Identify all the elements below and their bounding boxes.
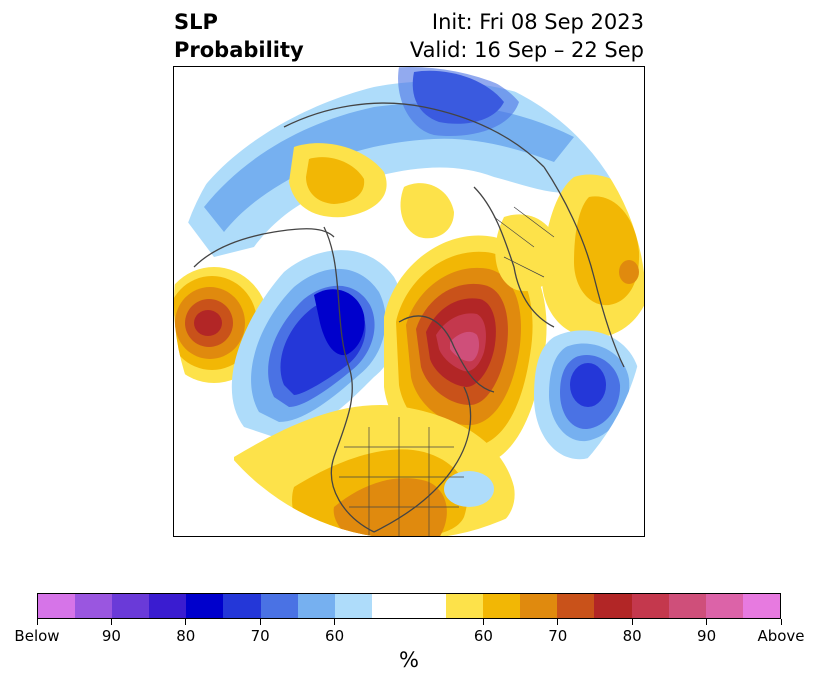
colorbar-tick — [706, 619, 708, 625]
colorbar-swatch — [742, 594, 780, 618]
map-title: SLP Probability — [174, 8, 304, 64]
colorbar-tick — [334, 619, 336, 625]
colorbar-tick-label: 80 — [176, 627, 196, 645]
polar-map — [173, 66, 645, 537]
colorbar-swatch — [557, 594, 595, 618]
colorbar-swatch — [223, 594, 261, 618]
north-blue-band-inner — [204, 103, 574, 232]
colorbar-tick — [110, 619, 112, 625]
colorbar-tick — [259, 619, 261, 625]
colorbar-swatch — [631, 594, 669, 618]
probability-field — [174, 67, 644, 536]
colorbar-tick-label: 80 — [622, 627, 642, 645]
colorbar-unit-label: % — [399, 648, 419, 672]
colorbar-swatch — [75, 594, 113, 618]
colorbar-tick-label: 70 — [548, 627, 568, 645]
colorbar-swatch — [446, 594, 484, 618]
colorbar-swatch — [668, 594, 706, 618]
colorbar-swatch — [594, 594, 632, 618]
colorbar-swatch — [705, 594, 743, 618]
map-dates: Init: Fri 08 Sep 2023 Valid: 16 Sep – 22… — [410, 8, 644, 64]
colorbar-tick — [36, 619, 38, 625]
colorbar-swatch — [483, 594, 521, 618]
colorbar-swatch — [408, 594, 447, 618]
colorbar-swatch — [112, 594, 150, 618]
colorbar-tick — [482, 619, 484, 625]
title-variable: SLP — [174, 10, 218, 34]
colorbar-swatch — [149, 594, 187, 618]
probability-colorbar — [37, 593, 781, 619]
colorbar-swatch — [371, 594, 409, 618]
title-subject: Probability — [174, 38, 304, 62]
colorbar-tick-label: 90 — [697, 627, 717, 645]
colorbar-swatch — [334, 594, 372, 618]
valid-range: Valid: 16 Sep – 22 Sep — [409, 38, 644, 62]
siberia-blue-ring — [398, 67, 519, 137]
colorbar-tick-label: 60 — [325, 627, 345, 645]
colorbar-swatch — [520, 594, 558, 618]
colorbar-tick — [780, 619, 782, 625]
colorbar-tick-label: Above — [757, 627, 805, 645]
colorbar-swatch — [38, 594, 76, 618]
colorbar-tick-label: 60 — [473, 627, 493, 645]
colorbar-tick-label: 90 — [101, 627, 121, 645]
colorbar-swatch — [297, 594, 335, 618]
colorbar-swatch — [260, 594, 298, 618]
colorbar-tick-label: 70 — [250, 627, 270, 645]
colorbar-tick — [631, 619, 633, 625]
colorbar-tick — [557, 619, 559, 625]
init-date: Init: Fri 08 Sep 2023 — [431, 10, 644, 34]
colorbar-tick — [185, 619, 187, 625]
colorbar-swatch — [186, 594, 224, 618]
colorbar-tick-label: Below — [14, 627, 60, 645]
